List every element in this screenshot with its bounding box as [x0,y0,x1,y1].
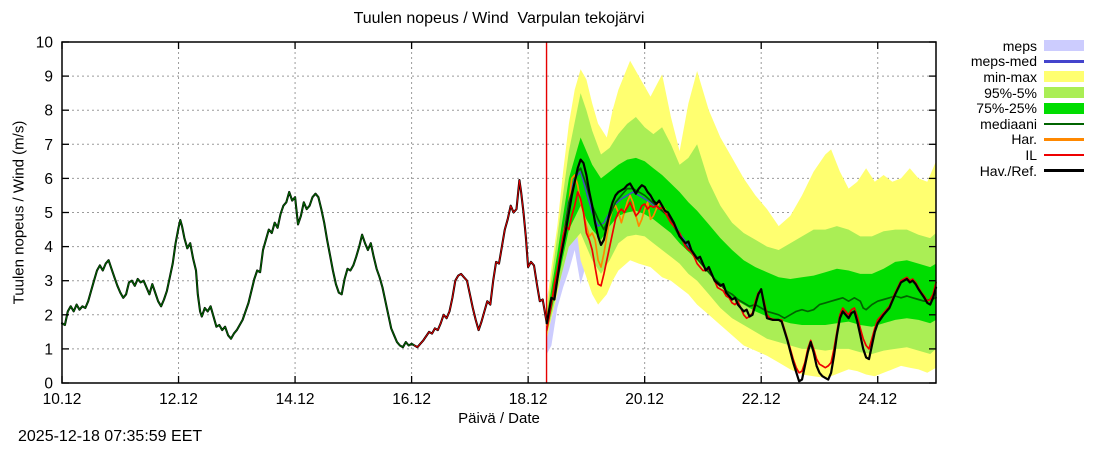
legend-band-swatch [1044,102,1084,114]
legend-label: meps [1002,37,1037,54]
x-tick-label: 18.12 [509,391,548,408]
x-tick-label: 24.12 [858,391,897,408]
legend-row-meps: meps [924,38,1084,54]
chart-legend: meps meps-med min-max 95%-5% 75%-25% mediaani… [924,38,1084,178]
x-tick-label: 22.12 [742,391,781,408]
line-observed-past [60,179,548,349]
x-tick-label: 14.12 [276,391,315,408]
x-tick-label: 16.12 [392,391,431,408]
line-observed-ref [545,158,938,383]
legend-label: 95%-5% [984,84,1037,101]
legend-row-75-25-: 75%-25% [924,100,1084,116]
legend-row-il: IL [924,147,1084,163]
legend-line-swatch [1044,153,1084,157]
legend-row-har-: Har. [924,132,1084,148]
legend-label: min-max [983,68,1037,85]
legend-line-swatch [1044,169,1084,172]
line-har [545,174,675,326]
legend-label: IL [1025,146,1037,163]
y-tick-label: 7 [44,137,53,154]
chart-title: Tuulen nopeus / Wind Varpulan tekojärvi [353,10,645,27]
y-tick-label: 2 [44,307,53,324]
y-tick-label: 0 [44,376,53,393]
y-tick-label: 5 [44,205,53,222]
legend-label: Har. [1011,131,1037,148]
line-mediaani [545,167,937,323]
legend-label: 75%-25% [976,100,1037,117]
x-tick-label: 10.12 [43,391,82,408]
legend-row-meps-med: meps-med [924,54,1084,70]
legend-line-swatch [1044,122,1084,126]
legend-line-swatch [1044,138,1084,141]
x-tick-label: 20.12 [625,391,664,408]
legend-label: meps-med [970,53,1037,70]
y-tick-label: 6 [44,171,53,188]
line-mediaani-past [61,191,416,348]
legend-row-mediaani: mediaani [924,116,1084,132]
line-il [545,191,937,374]
legend-row-min-max: min-max [924,69,1084,85]
y-tick-label: 8 [44,103,53,120]
y-tick-label: 9 [44,69,53,86]
x-tick-label: 12.12 [159,391,198,408]
y-tick-label: 3 [44,273,53,290]
y-tick-label: 1 [44,341,53,358]
legend-label: Hav./Ref. [979,162,1037,179]
x-axis-title: Päivä / Date [458,410,540,427]
legend-line-swatch [1044,60,1084,63]
legend-band-swatch [1044,40,1084,52]
plot-timestamp: 2025-12-18 07:35:59 EET [18,428,203,445]
legend-label: mediaani [980,115,1037,132]
y-tick-label: 10 [36,35,54,52]
legend-row-95-5-: 95%-5% [924,85,1084,101]
legend-band-swatch [1044,71,1084,83]
line-il-past [414,179,548,348]
legend-band-swatch [1044,87,1084,99]
y-tick-label: 4 [44,239,53,256]
legend-row-hav-ref-: Hav./Ref. [924,163,1084,179]
